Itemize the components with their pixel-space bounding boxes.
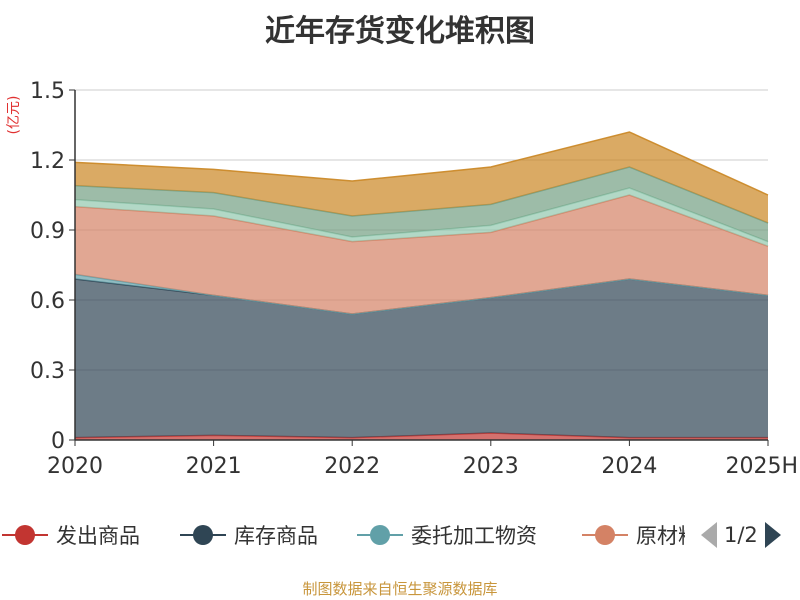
y-tick-label: 0.6 (30, 289, 65, 314)
legend-item-label: 委托加工物资 (411, 524, 537, 548)
x-tick-label: 2023 (463, 454, 519, 479)
legend-item[interactable]: 发出商品 (0, 520, 140, 550)
y-tick-label: 0 (51, 429, 65, 454)
legend-marker-icon (357, 525, 403, 545)
axes (74, 90, 768, 441)
legend-item-label: 原材料 (636, 524, 685, 548)
legend-prev-page-icon[interactable] (700, 521, 718, 549)
area-series (74, 131, 769, 440)
legend-item[interactable]: 原材料 (580, 520, 685, 550)
legend: 发出商品 库存商品 委托加工物资 原材料 1/2 (0, 512, 800, 558)
legend-page-indicator: 1/2 (724, 523, 758, 547)
legend-pager: 1/2 (700, 520, 782, 550)
series-line-6 (74, 131, 769, 196)
legend-item[interactable]: 库存商品 (178, 520, 318, 550)
area-series-6 (75, 132, 768, 223)
x-tick-labels: 2020 2021 2022 2023 2024 2025H (47, 440, 798, 479)
y-tick-label: 0.9 (30, 219, 65, 244)
y-tick-label: 0.3 (30, 359, 65, 384)
legend-item-label: 库存商品 (234, 524, 318, 548)
legend-items: 发出商品 库存商品 委托加工物资 原材料 (0, 512, 685, 558)
y-tick-label: 1.2 (30, 149, 65, 174)
y-tick-label: 1.5 (30, 79, 65, 104)
legend-marker-icon (180, 525, 226, 545)
legend-next-page-icon[interactable] (764, 521, 782, 549)
data-source-note: 制图数据来自恒生聚源数据库 (302, 580, 498, 598)
x-tick-label: 2020 (47, 454, 103, 479)
legend-item[interactable]: 委托加工物资 (355, 520, 537, 550)
stacked-area-chart: 00.30.60.91.21.5 2020 2021 2022 2023 2024 202… (6, 79, 798, 479)
legend-marker-icon (2, 525, 48, 545)
x-tick-label: 2025H (725, 454, 798, 479)
y-axis-label: (亿元) (6, 96, 22, 135)
legend-marker-icon (582, 525, 628, 545)
x-tick-label: 2024 (601, 454, 657, 479)
x-tick-label: 2021 (186, 454, 242, 479)
area-series-0 (75, 433, 768, 440)
chart-title: 近年存货变化堆积图 (265, 14, 535, 49)
legend-item-label: 发出商品 (56, 524, 140, 548)
area-series-4 (75, 188, 768, 247)
area-series-5 (75, 167, 768, 242)
x-tick-label: 2022 (324, 454, 380, 479)
area-series-1 (75, 279, 768, 438)
area-series-3 (75, 195, 768, 314)
y-tick-labels: 0 0.3 0.6 0.9 1.2 1.5 (30, 79, 75, 454)
